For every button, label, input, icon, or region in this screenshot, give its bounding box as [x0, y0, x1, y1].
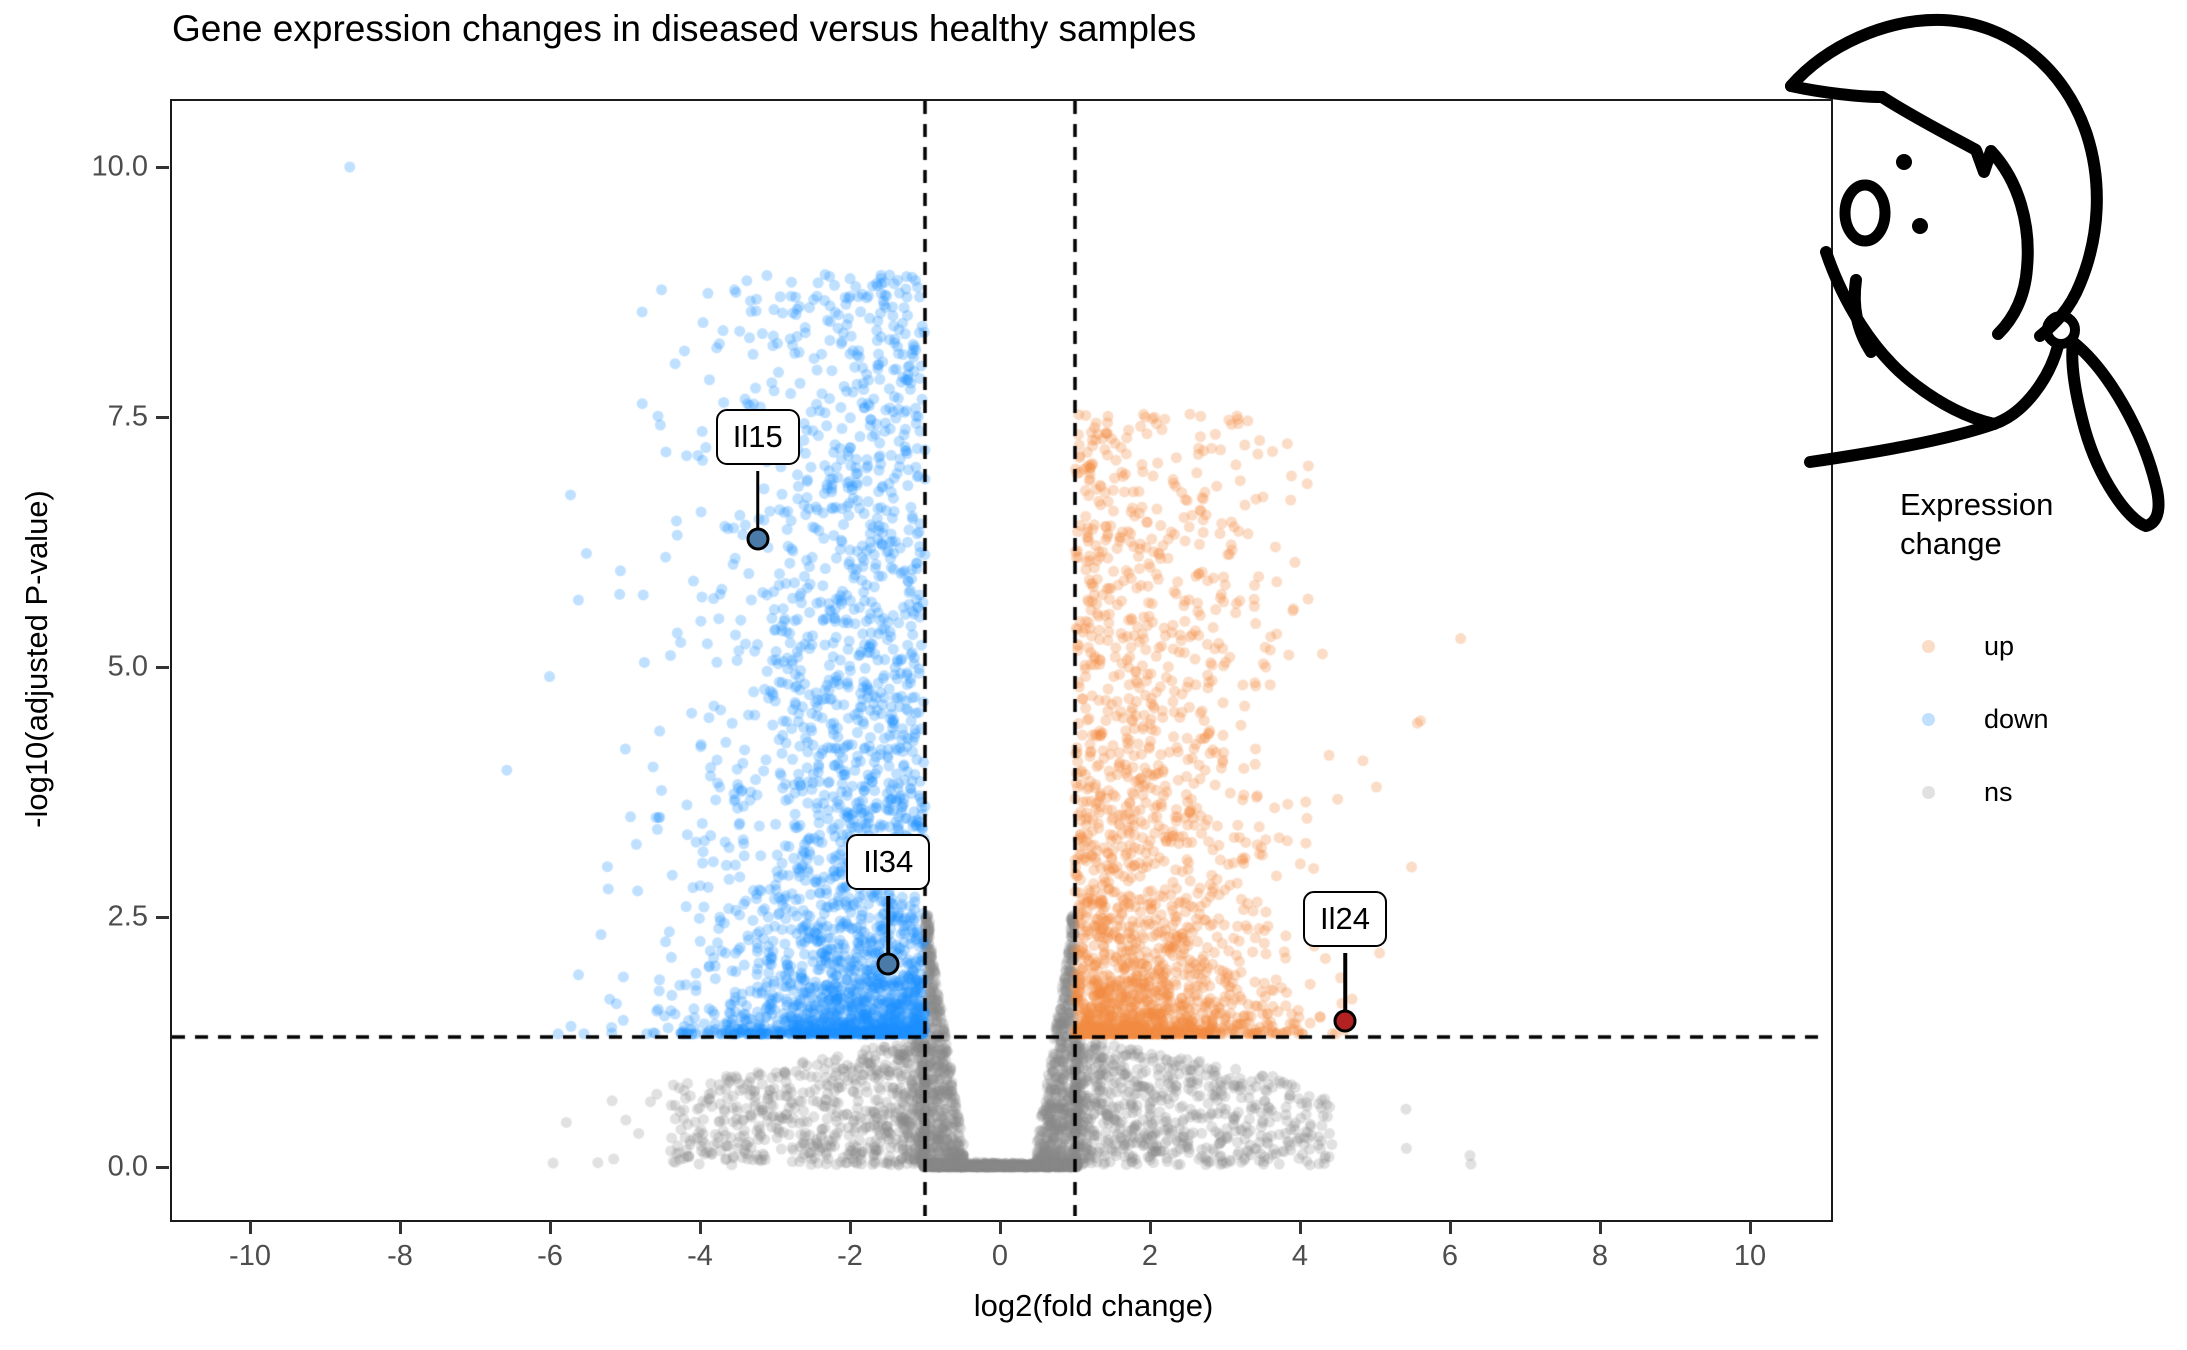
- x-tick-mark: [1148, 1221, 1152, 1234]
- legend-item-label: ns: [1984, 776, 2013, 807]
- doodle-hair-tie: [2042, 311, 2080, 349]
- x-tick-label: -2: [837, 1240, 863, 1272]
- x-tick-label: -10: [229, 1240, 271, 1272]
- plot-panel: [170, 99, 1833, 1222]
- ns-swatch-icon: [1922, 785, 1935, 799]
- y-tick-label: 2.5: [107, 900, 148, 933]
- y-tick-label: 0.0: [107, 1150, 148, 1183]
- y-tick-mark: [156, 915, 169, 919]
- doodle-dot-2: [1912, 218, 1928, 234]
- x-tick-mark: [248, 1221, 252, 1234]
- up-swatch-icon: [1922, 639, 1935, 653]
- x-tick-label: 0: [991, 1240, 1009, 1272]
- y-tick-mark: [156, 415, 169, 419]
- gene-label-Il15: Il15: [715, 409, 800, 465]
- x-tick-mark: [1748, 1221, 1752, 1234]
- doodle-dot-1: [1896, 154, 1912, 170]
- gene-leader-line: [1343, 953, 1347, 1021]
- legend-item-down: down: [1922, 702, 2049, 736]
- x-tick-label: -6: [537, 1240, 563, 1272]
- down-swatch-icon: [1922, 712, 1935, 726]
- legend-title: Expression change: [1900, 487, 2054, 561]
- scatter-canvas: [172, 101, 1827, 1216]
- x-tick-mark: [998, 1221, 1002, 1234]
- y-tick-label: 7.5: [107, 400, 148, 433]
- x-tick-mark: [848, 1221, 852, 1234]
- doodle-ponytail: [2066, 336, 2165, 532]
- y-tick-mark: [156, 665, 169, 669]
- gene-point-Il24: [1333, 1009, 1357, 1033]
- gene-leader-line: [756, 471, 760, 539]
- chart-title: Gene expression changes in diseased vers…: [172, 8, 1197, 49]
- legend-item-up: up: [1922, 629, 2014, 663]
- gene-label-Il24: Il24: [1303, 891, 1387, 947]
- x-tick-label: 8: [1591, 1240, 1609, 1272]
- y-axis-title: -log10(adjusted P-value): [19, 490, 54, 828]
- doodle-jaw: [1820, 246, 2000, 430]
- hand-drawn-head-doodle: [1785, 13, 2165, 532]
- y-tick-label: 10.0: [91, 150, 148, 183]
- x-tick-mark: [548, 1221, 552, 1234]
- x-tick-mark: [1598, 1221, 1602, 1234]
- legend: Expression change up down ns: [1900, 486, 2180, 807]
- x-tick-label: 10: [1733, 1240, 1767, 1272]
- x-tick-mark: [698, 1221, 702, 1234]
- x-tick-label: -8: [387, 1240, 413, 1272]
- legend-item-label: down: [1984, 703, 2049, 734]
- doodle-eye: [1839, 179, 1891, 247]
- gene-point-Il34: [876, 952, 900, 976]
- x-tick-mark: [1298, 1221, 1302, 1234]
- y-tick-mark: [156, 165, 169, 169]
- doodle-fringe: [1785, 80, 1888, 103]
- y-tick-mark: [156, 1165, 169, 1169]
- x-tick-mark: [398, 1221, 402, 1234]
- doodle-neck-sweep: [1804, 340, 2064, 468]
- x-tick-label: 6: [1441, 1240, 1459, 1272]
- gene-point-Il15: [746, 527, 770, 551]
- x-tick-label: 2: [1141, 1240, 1159, 1272]
- doodle-inner-hairline: [1876, 91, 2034, 340]
- x-tick-mark: [1448, 1221, 1452, 1234]
- legend-item-ns: ns: [1922, 775, 2013, 809]
- gene-leader-line: [886, 896, 890, 964]
- x-tick-label: 4: [1291, 1240, 1309, 1272]
- x-tick-label: -4: [687, 1240, 713, 1272]
- x-axis-title: log2(fold change): [973, 1288, 1214, 1323]
- gene-label-Il34: Il34: [846, 834, 931, 890]
- y-tick-label: 5.0: [107, 650, 148, 683]
- doodle-outer-hair: [1785, 13, 2103, 342]
- legend-item-label: up: [1984, 630, 2015, 661]
